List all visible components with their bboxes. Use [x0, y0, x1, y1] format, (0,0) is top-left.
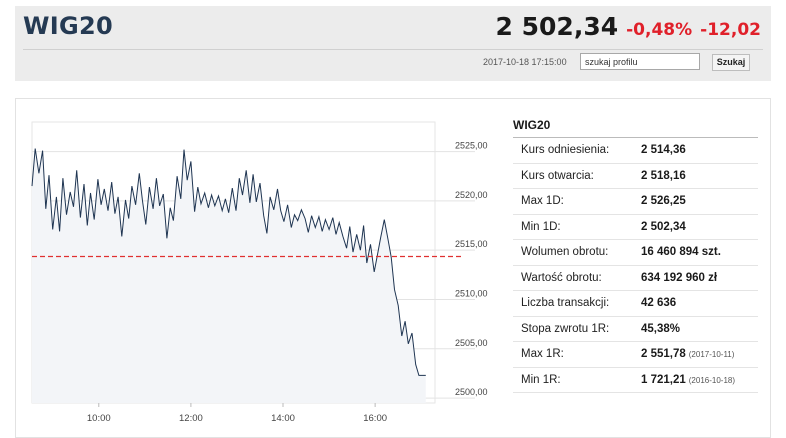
- stat-label: Max 1D:: [521, 195, 564, 208]
- stat-value: 45,38%: [641, 323, 680, 335]
- stat-label: Wartość obrotu:: [521, 271, 602, 284]
- y-tick-label: 2520,00: [455, 190, 488, 200]
- last-price: 2 502,34: [495, 12, 619, 41]
- stat-row: Wolumen obrotu: 16 460 894 szt.: [513, 240, 758, 266]
- stat-label: Liczba transakcji:: [521, 297, 610, 310]
- y-tick-label: 2505,00: [455, 338, 488, 348]
- stat-value-text: 42 636: [641, 297, 677, 310]
- stat-value: 2 514,36: [641, 144, 686, 156]
- stat-label: Min 1D:: [521, 220, 561, 233]
- header-divider: [23, 49, 763, 50]
- quote-timestamp: 2017-10-18 17:15:00: [483, 57, 567, 67]
- stat-row: Liczba transakcji: 42 636: [513, 291, 758, 317]
- stat-row: Kurs otwarcia: 2 518,16: [513, 164, 758, 189]
- stat-value-text: 2 526,25: [641, 195, 686, 208]
- stat-value: 2 518,16: [641, 170, 686, 182]
- stat-value: 2 502,34: [641, 221, 686, 233]
- stat-row: Stopa zwrotu 1R: 45,38%: [513, 317, 758, 342]
- stat-row: Min 1D: 2 502,34: [513, 215, 758, 240]
- ticker-symbol: WIG20: [23, 12, 113, 40]
- stats-title: WIG20: [513, 118, 758, 138]
- stat-date: (2017-10-11): [688, 350, 735, 360]
- stat-label: Max 1R:: [521, 348, 564, 361]
- stat-label: Kurs odniesienia:: [521, 144, 610, 157]
- series-area: [32, 148, 426, 403]
- y-tick-label: 2500,00: [455, 387, 488, 397]
- stat-value: 16 460 894 szt.: [641, 246, 721, 258]
- stat-value: 2 551,78 (2017-10-11): [641, 348, 734, 360]
- x-tick-label: 10:00: [87, 413, 111, 424]
- stat-value-text: 2 551,78: [641, 348, 686, 361]
- stat-value-text: 2 514,36: [641, 144, 686, 157]
- series-line: [31, 148, 426, 376]
- stat-value-text: 634 192 960 zł: [641, 271, 718, 284]
- x-tick-label: 16:00: [363, 413, 387, 424]
- y-tick-label: 2515,00: [455, 239, 488, 249]
- stat-row: Kurs odniesienia: 2 514,36: [513, 138, 758, 164]
- stat-value-text: 45,38%: [641, 322, 681, 335]
- stat-value: 1 721,21 (2016-10-18): [641, 374, 735, 386]
- stat-row: Wartość obrotu: 634 192 960 zł: [513, 266, 758, 291]
- quote-header: WIG20 2 502,34 -0,48% -12,02: [15, 6, 771, 81]
- stat-row: Max 1R: 2 551,78 (2017-10-11): [513, 342, 758, 368]
- y-tick-label: 2525,00: [455, 141, 488, 151]
- stat-value-text: 1 721,21: [641, 373, 686, 386]
- search-profile-input[interactable]: [580, 53, 700, 70]
- y-tick-label: 2510,00: [455, 288, 488, 298]
- search-button[interactable]: Szukaj: [712, 54, 750, 71]
- stat-value-text: 16 460 894 szt.: [641, 246, 721, 259]
- stat-value-text: 2 502,34: [641, 220, 686, 233]
- intraday-chart: 2500,00 2505,00 2510,00 2515,00 2520,00 2525,…: [31, 121, 488, 424]
- stat-label: Wolumen obrotu:: [521, 246, 609, 259]
- stat-label: Stopa zwrotu 1R:: [521, 322, 610, 335]
- quote-summary: 2 502,34 -0,48% -12,02: [496, 12, 761, 41]
- stat-value: 634 192 960 zł: [641, 272, 717, 284]
- stat-value: 2 526,25: [641, 195, 686, 207]
- stat-row: Max 1D: 2 526,25: [513, 189, 758, 215]
- stat-label: Min 1R:: [521, 373, 561, 386]
- stats-table: WIG20 Kurs odniesienia: 2 514,36 Kurs otwa…: [513, 118, 758, 393]
- x-tick-label: 12:00: [179, 413, 203, 424]
- stat-label: Kurs otwarcia:: [521, 169, 594, 182]
- stat-date: (2016-10-18): [688, 375, 736, 385]
- change-absolute: -12,02: [700, 20, 761, 40]
- x-tick-label: 14:00: [271, 413, 295, 424]
- stat-value-text: 2 518,16: [641, 169, 686, 182]
- stat-value: 42 636: [641, 297, 676, 309]
- change-percent: -0,48%: [626, 20, 693, 40]
- stat-row: Min 1R: 1 721,21 (2016-10-18): [513, 368, 758, 393]
